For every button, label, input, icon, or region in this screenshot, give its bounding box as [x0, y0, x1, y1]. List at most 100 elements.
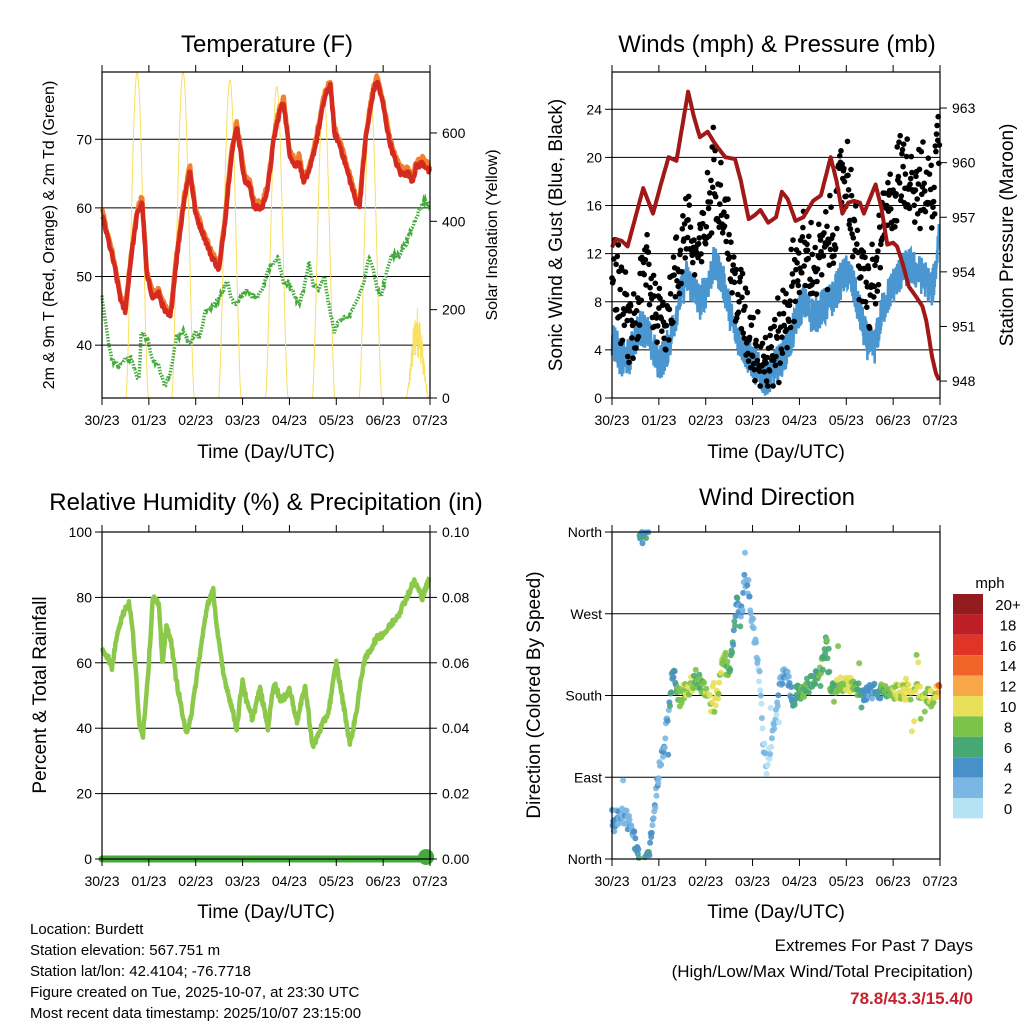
- gust-point: [820, 253, 827, 259]
- direction-point: [934, 693, 941, 700]
- x-tick-label: 06/23: [366, 412, 401, 428]
- legend-swatch: [953, 798, 983, 819]
- direction-point: [774, 703, 781, 709]
- gust-point: [776, 379, 782, 386]
- gust-point: [742, 303, 748, 310]
- gust-point: [804, 247, 811, 254]
- gust-point: [615, 242, 622, 248]
- direction-point: [706, 692, 713, 699]
- gust-point: [931, 184, 937, 191]
- info-location: Location: Burdett: [30, 921, 144, 938]
- direction-point: [756, 678, 762, 685]
- gust-point: [678, 280, 684, 287]
- x-tick-label: 07/23: [922, 873, 957, 889]
- y-tick-label: 16: [586, 198, 602, 214]
- direction-point: [722, 649, 729, 656]
- x-tick-label: 01/23: [131, 873, 166, 889]
- gust-point: [900, 163, 906, 170]
- direction-point: [871, 680, 878, 687]
- gust-point: [725, 196, 731, 202]
- direction-point: [913, 651, 920, 658]
- x-tick-label: 02/23: [688, 873, 723, 889]
- direction-point: [764, 761, 771, 768]
- y-tick-label: 20: [76, 786, 92, 802]
- gust-point: [739, 270, 746, 277]
- gust-point: [746, 334, 753, 341]
- extremes-heading: Extremes For Past 7 Days: [775, 936, 973, 955]
- direction-point: [779, 680, 786, 687]
- direction-point: [740, 589, 747, 596]
- gust-point: [677, 251, 683, 258]
- extremes-summary: Extremes For Past 7 Days (High/Low/Max W…: [672, 936, 973, 1008]
- gust-point: [832, 245, 839, 251]
- gust-point: [772, 362, 779, 369]
- gust-point: [750, 314, 756, 321]
- gust-point: [766, 368, 773, 374]
- gust-point: [666, 337, 672, 343]
- gust-point: [903, 153, 910, 160]
- direction-point: [664, 717, 671, 724]
- gust-point: [918, 148, 925, 155]
- gust-point: [894, 144, 900, 150]
- gust-point: [733, 266, 739, 273]
- gust-point: [624, 317, 630, 324]
- gust-point: [818, 248, 824, 255]
- gust-point: [936, 160, 942, 167]
- plot-area: [609, 529, 943, 861]
- gust-point: [659, 328, 665, 335]
- gust-point: [628, 317, 635, 324]
- gust-point: [816, 221, 822, 228]
- direction-point: [831, 698, 837, 705]
- gust-point: [629, 335, 635, 341]
- temperature-title: Temperature (F): [181, 31, 353, 58]
- direction-point: [653, 792, 660, 799]
- gust-point: [837, 153, 843, 159]
- gust-point: [610, 277, 616, 284]
- gust-point: [704, 169, 711, 176]
- gust-point: [717, 182, 724, 188]
- direction-point: [712, 702, 719, 709]
- direction-point: [869, 695, 876, 702]
- y-tick-label: 8: [594, 294, 602, 310]
- gust-point: [909, 169, 915, 176]
- gust-point: [783, 290, 789, 297]
- x-tick-label: 30/23: [594, 412, 629, 428]
- direction-point: [757, 687, 764, 694]
- direction-point: [716, 679, 723, 686]
- gust-point: [871, 294, 877, 300]
- gust-point: [712, 193, 719, 200]
- gust-point: [788, 246, 794, 253]
- gust-point: [667, 291, 674, 297]
- gust-point: [682, 255, 688, 261]
- gust-point: [897, 132, 903, 139]
- temperature-ylabel: 2m & 9m T (Red, Orange) & 2m Td (Green): [41, 81, 58, 390]
- gust-point: [898, 193, 905, 199]
- direction-point: [692, 666, 699, 673]
- gust-point: [893, 191, 899, 197]
- y-tick-label: West: [570, 606, 602, 622]
- direction-point: [611, 828, 618, 835]
- wind-direction-title: Wind Direction: [699, 484, 855, 511]
- direction-point: [855, 680, 862, 687]
- gust-point: [906, 205, 913, 212]
- y-right-tick-label: 600: [442, 125, 466, 141]
- gust-point: [686, 202, 693, 208]
- direction-point: [655, 775, 662, 782]
- winds-pressure-panel: Winds (mph) & Pressure (mb) Time (Day/UT…: [546, 31, 1018, 463]
- y-tick-label: 24: [586, 101, 602, 117]
- gust-point: [763, 378, 770, 384]
- y-tick-label: 0: [84, 851, 92, 867]
- gust-point: [630, 355, 636, 362]
- direction-point: [763, 770, 770, 777]
- gust-point: [862, 299, 869, 305]
- gust-point: [869, 241, 875, 248]
- gust-point: [770, 383, 776, 389]
- direction-point: [731, 618, 738, 625]
- gust-point: [827, 192, 833, 199]
- gust-point: [672, 294, 679, 300]
- rainfall-end-marker: [418, 849, 435, 865]
- gust-point: [644, 231, 650, 238]
- gust-point: [930, 198, 937, 205]
- x-tick-label: 30/23: [84, 873, 119, 889]
- direction-point: [762, 750, 769, 757]
